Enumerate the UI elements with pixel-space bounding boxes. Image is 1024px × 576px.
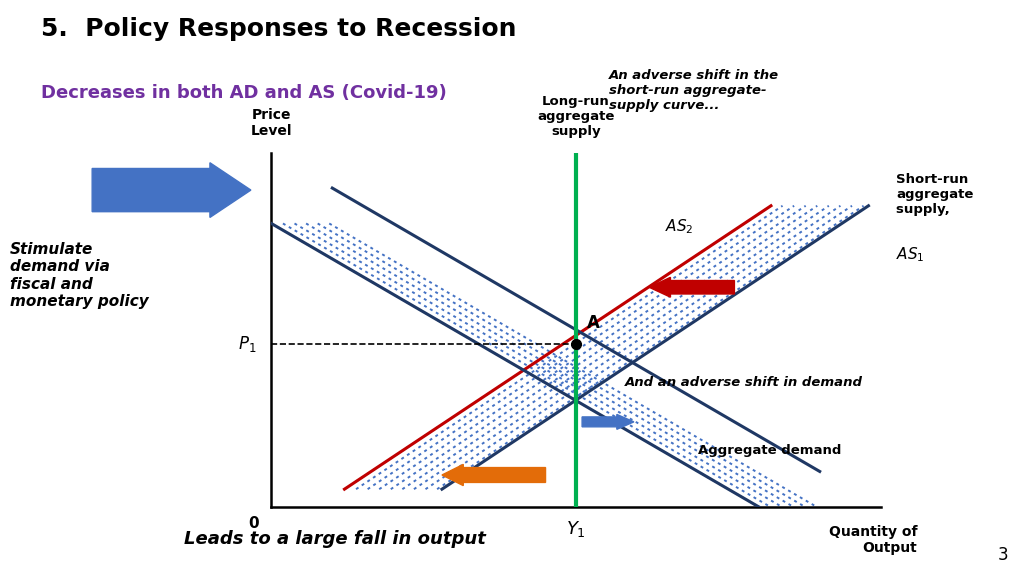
Text: 3: 3 [998, 547, 1009, 564]
Text: $P_1$: $P_1$ [238, 334, 256, 354]
Text: Stimulate
demand via
fiscal and
monetary policy: Stimulate demand via fiscal and monetary… [10, 242, 148, 309]
Text: $AS_1$: $AS_1$ [896, 245, 925, 263]
Text: Quantity of
Output: Quantity of Output [828, 525, 918, 555]
Text: Price
Level: Price Level [251, 108, 292, 138]
Text: 0: 0 [249, 516, 259, 530]
Text: 5.  Policy Responses to Recession: 5. Policy Responses to Recession [41, 17, 516, 41]
FancyArrow shape [442, 464, 546, 486]
Text: $Y_1$: $Y_1$ [566, 520, 586, 539]
FancyArrow shape [649, 277, 734, 297]
Text: An adverse shift in the
short-run aggregate-
supply curve...: An adverse shift in the short-run aggreg… [609, 69, 779, 112]
Text: A: A [587, 313, 600, 332]
Text: Long-run
aggregate
supply: Long-run aggregate supply [538, 96, 614, 138]
FancyArrow shape [582, 414, 634, 429]
Text: Leads to a large fall in output: Leads to a large fall in output [184, 530, 486, 548]
Text: Short-run
aggregate
supply,: Short-run aggregate supply, [896, 173, 974, 216]
FancyArrow shape [92, 162, 251, 217]
Text: Aggregate demand: Aggregate demand [698, 444, 842, 457]
Text: $AS_2$: $AS_2$ [666, 218, 694, 236]
Text: And an adverse shift in demand: And an adverse shift in demand [625, 376, 863, 389]
Text: Decreases in both AD and AS (Covid-19): Decreases in both AD and AS (Covid-19) [41, 84, 446, 101]
